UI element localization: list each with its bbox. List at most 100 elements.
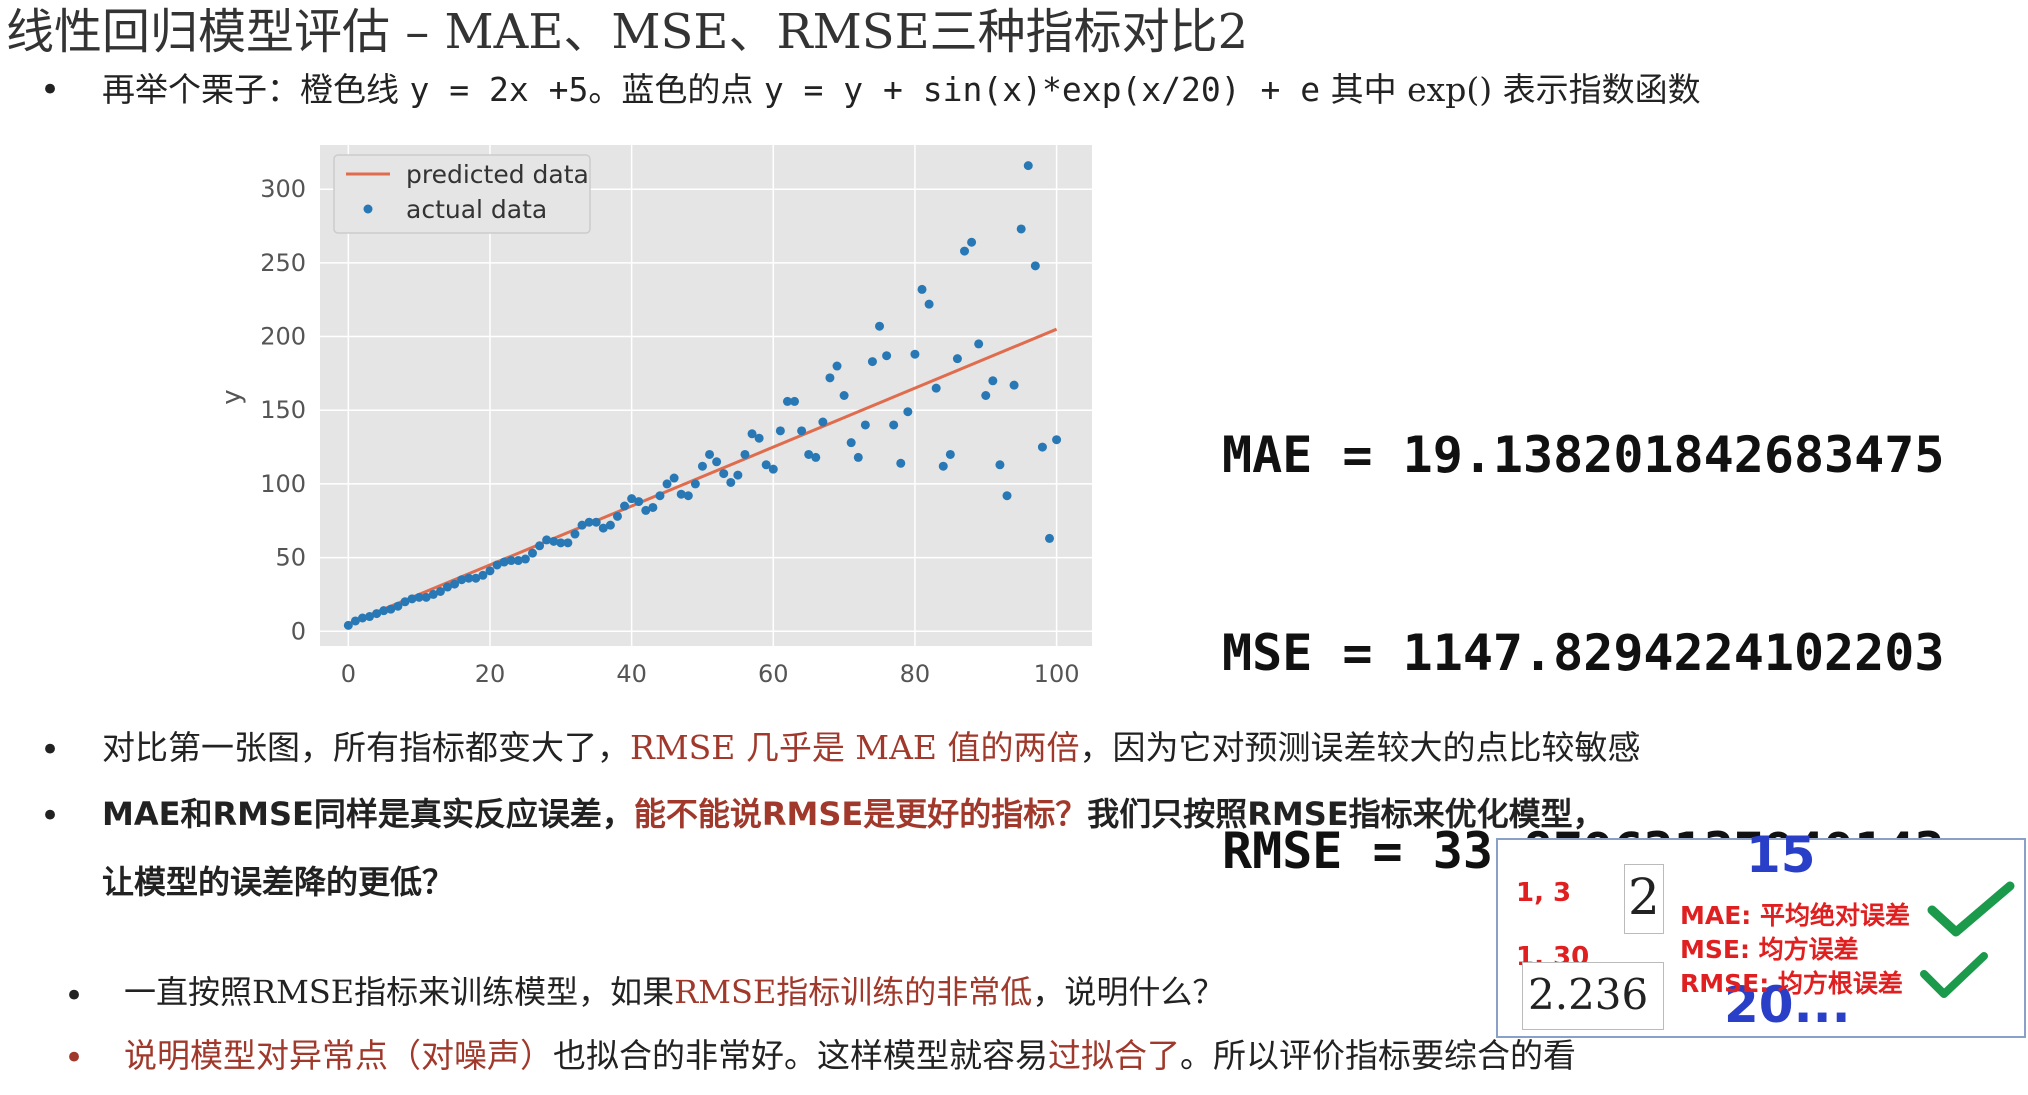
question-text-a: MAE和RMSE同样是真实反应误差， — [102, 795, 634, 833]
legend-actual-label: actual data — [406, 195, 547, 224]
digit-two: 2 — [1628, 868, 1660, 926]
data-point — [768, 464, 778, 474]
bullet-dot: • — [64, 1038, 85, 1078]
data-point — [740, 449, 750, 459]
intro-blue-equation: y = y + sin(x)*exp(x/20) + e — [763, 70, 1321, 109]
data-point — [952, 354, 962, 364]
pair-1-3: 1, 3 — [1516, 878, 1572, 908]
data-point — [386, 604, 396, 614]
data-point — [705, 449, 715, 459]
data-point — [733, 470, 743, 480]
checkmark-icon — [1927, 881, 2015, 937]
data-point — [379, 606, 389, 616]
checkmark-icon — [1920, 952, 1988, 998]
data-point — [535, 541, 545, 551]
data-point — [697, 461, 707, 471]
data-point — [612, 511, 622, 521]
mse-value: MSE = 1147.8294224102203 — [1222, 624, 1945, 682]
data-point — [811, 452, 821, 462]
data-point — [867, 357, 877, 367]
bullet-conclusion: 说明模型对异常点（对噪声）也拟合的非常好。这样模型就容易过拟合了。所以评价指标要… — [124, 1034, 1576, 1078]
data-point — [726, 477, 736, 487]
data-point — [1030, 261, 1040, 271]
rmse-definition: RMSE: 均方根误差 — [1680, 969, 1903, 998]
compare-highlight: RMSE 几乎是 MAE 值的两倍 — [630, 728, 1080, 767]
data-point — [435, 586, 445, 596]
data-point — [804, 449, 814, 459]
data-point — [825, 373, 835, 383]
conclusion-highlight-c: 过拟合了 — [1048, 1036, 1180, 1075]
question-text-c: 我们只按照RMSE指标来优化模型， — [1087, 795, 1605, 833]
data-point — [974, 339, 984, 349]
data-point — [967, 237, 977, 247]
data-point — [910, 349, 920, 359]
data-point — [782, 396, 792, 406]
data-point — [882, 351, 892, 361]
y-axis-label: y — [217, 389, 247, 404]
number-20: 20... — [1724, 976, 1851, 1034]
legend-predicted-label: predicted data — [406, 160, 589, 189]
data-point — [945, 449, 955, 459]
data-point — [634, 497, 644, 507]
data-point — [570, 529, 580, 539]
data-point — [790, 396, 800, 406]
data-point — [365, 612, 375, 622]
data-point — [457, 575, 467, 585]
data-point — [1052, 435, 1062, 445]
mae-definition: MAE: 平均绝对误差 — [1680, 901, 1911, 930]
data-point — [577, 520, 587, 530]
data-point — [818, 417, 828, 427]
data-point — [832, 361, 842, 371]
data-point — [655, 491, 665, 501]
question-line-2: 让模型的误差降的更低？ — [102, 860, 454, 904]
data-point — [690, 479, 700, 489]
data-point — [414, 592, 424, 602]
intro-orange-equation: y = 2x +5 — [409, 70, 589, 109]
intro-middle: 。蓝色的点 — [588, 70, 764, 109]
data-point — [343, 620, 353, 630]
data-point — [683, 491, 693, 501]
data-point — [542, 535, 552, 545]
mae-value: MAE = 19.138201842683475 — [1222, 426, 1945, 484]
question-highlight: 能不能说RMSE是更好的指标？ — [633, 795, 1088, 833]
y-tick-label: 200 — [260, 323, 306, 351]
data-point — [903, 407, 913, 417]
annotation-overlay: 1, 3 1, 30 2 2.236 15 20... MAE: 平均绝对误差 … — [1496, 826, 2026, 1038]
intro-prefix: 再举个栗子：橙色线 — [102, 70, 410, 109]
data-point — [839, 391, 849, 400]
data-point — [648, 502, 658, 512]
x-tick-label: 0 — [341, 660, 356, 688]
compare-text-c: ，因为它对预测误差较大的点比较敏感 — [1079, 728, 1641, 767]
data-point — [400, 597, 410, 607]
x-tick-label: 100 — [1034, 660, 1080, 688]
legend-dot-swatch — [363, 204, 373, 214]
number-15: 15 — [1746, 826, 1816, 884]
x-tick-label: 60 — [758, 660, 789, 688]
x-tick-label: 20 — [475, 660, 506, 688]
sqrt-box — [1522, 962, 1664, 1030]
data-point — [485, 566, 495, 576]
grid-lines — [320, 145, 1092, 646]
data-point — [924, 299, 934, 309]
data-point — [450, 579, 460, 589]
data-point — [641, 505, 651, 515]
conclusion-highlight-a: 说明模型对异常点（对噪声） — [124, 1036, 553, 1075]
intro-line: 再举个栗子：橙色线 y = 2x +5。蓝色的点 y = y + sin(x)*… — [102, 68, 1701, 112]
data-point — [662, 479, 672, 489]
data-point — [591, 517, 601, 527]
data-point — [492, 560, 502, 570]
training-highlight: RMSE指标训练的非常低 — [674, 973, 1033, 1011]
data-point — [761, 460, 771, 470]
data-point — [520, 554, 530, 564]
data-point — [499, 557, 509, 567]
data-point — [995, 460, 1005, 470]
bullet-dot: • — [40, 796, 61, 836]
x-tick-label: 40 — [616, 660, 647, 688]
digit-box — [1624, 864, 1664, 934]
bullet-dot: • — [40, 730, 61, 770]
data-point — [896, 458, 906, 468]
data-point — [527, 548, 537, 558]
data-point — [719, 469, 729, 479]
question-text-d: 让模型的误差降的更低？ — [102, 863, 455, 901]
y-tick-label: 300 — [260, 175, 306, 203]
